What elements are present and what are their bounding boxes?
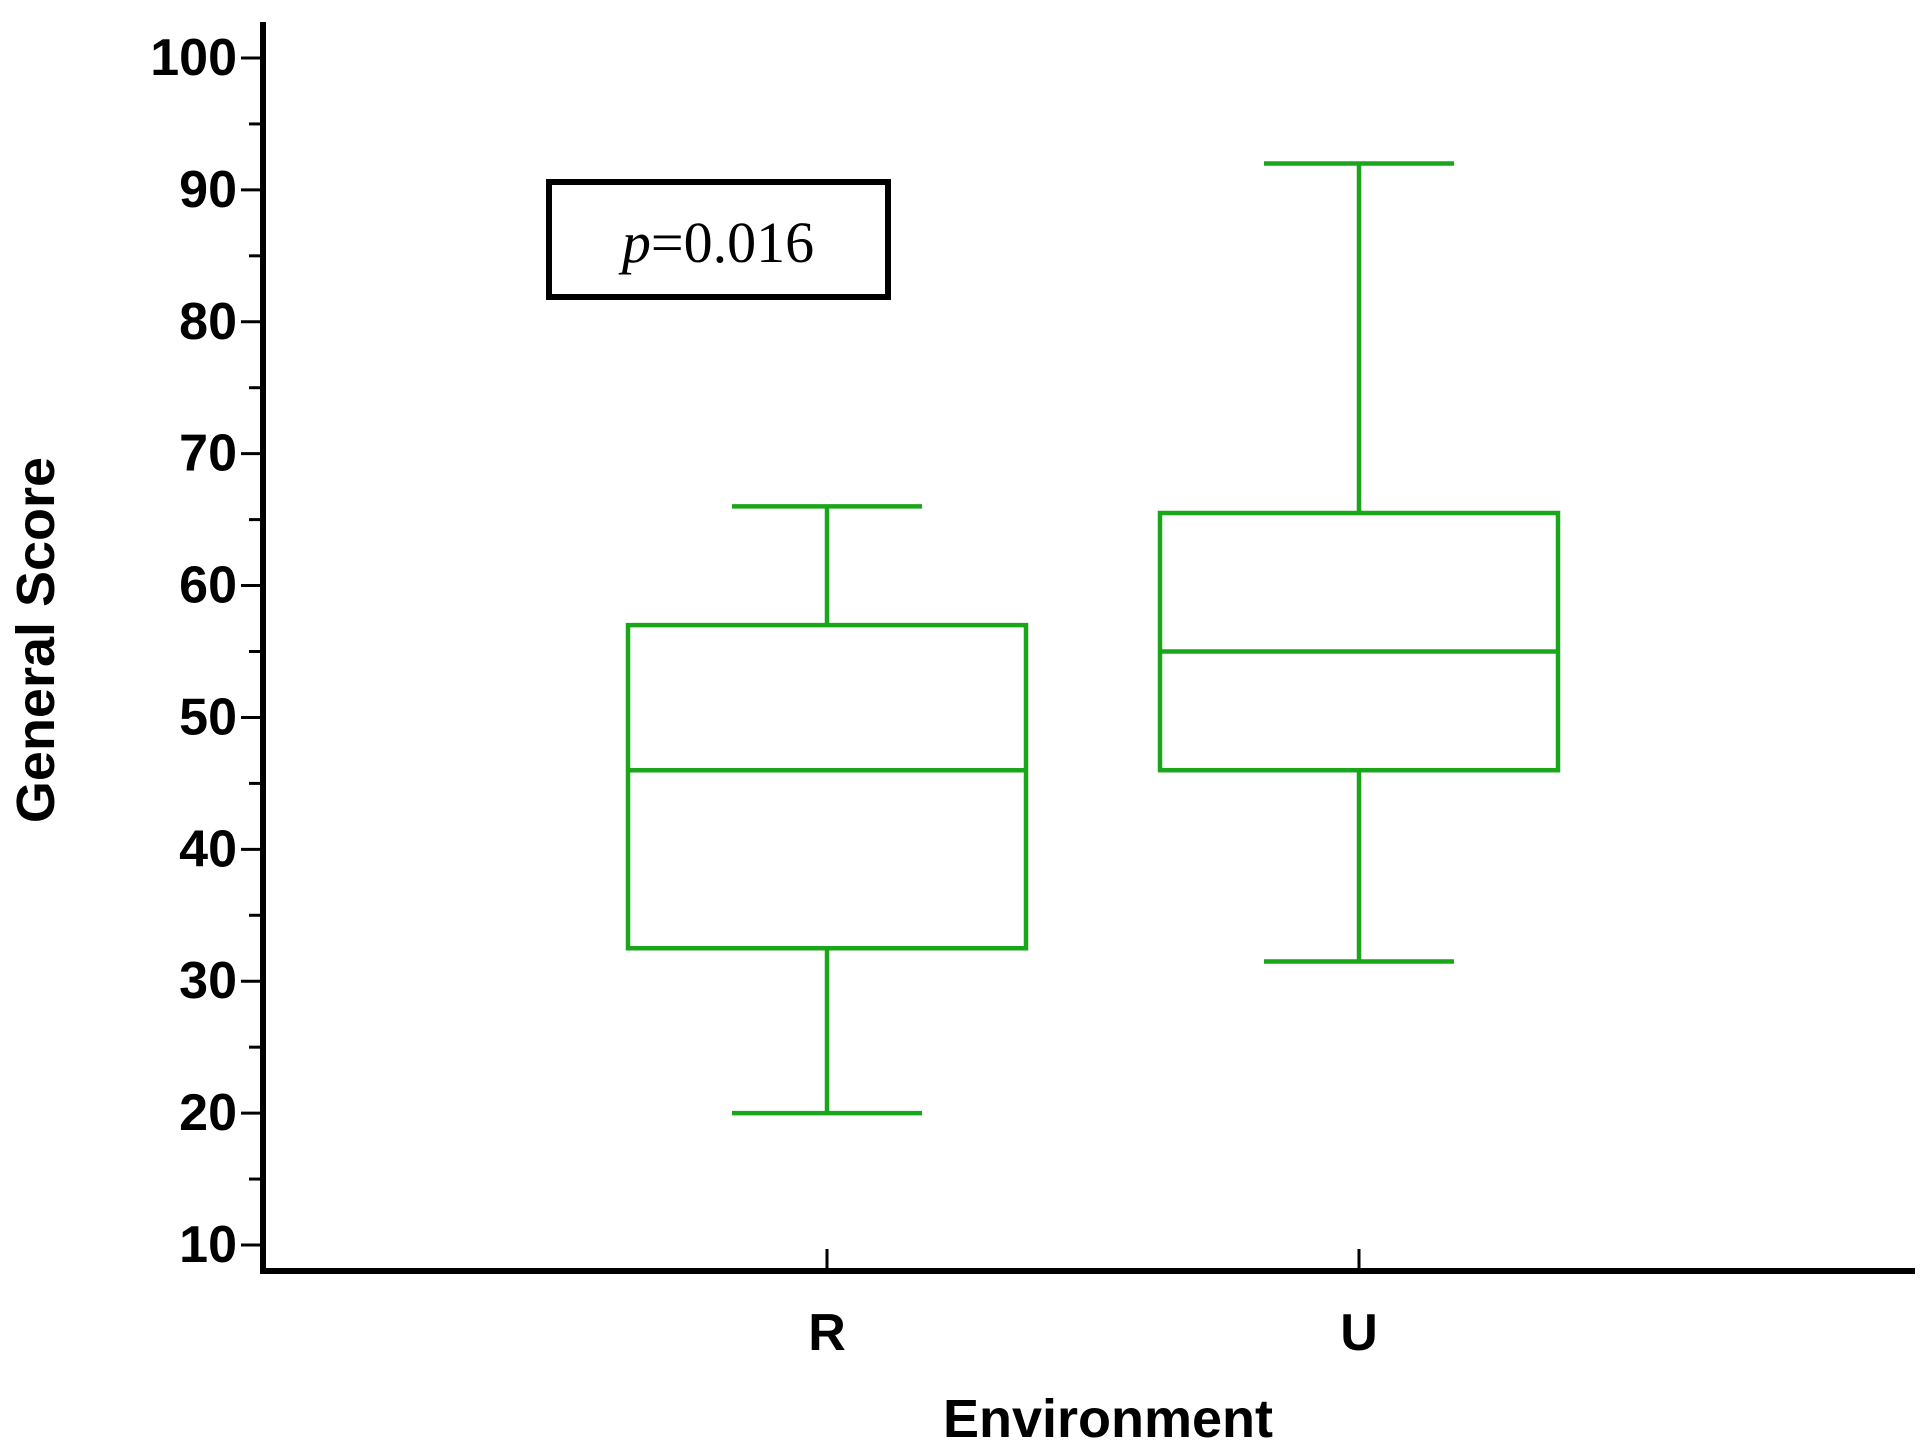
- y-tick-label: 40: [179, 820, 237, 878]
- p-symbol: p: [618, 210, 651, 275]
- y-tick-label: 20: [179, 1084, 237, 1142]
- iqr-box: [625, 622, 1029, 951]
- y-tick-label: 100: [150, 29, 237, 87]
- p-value-annotation: p=0.016: [546, 179, 891, 300]
- y-tick-label: 60: [179, 557, 237, 615]
- annotation-box: [546, 179, 891, 300]
- box-U: [1157, 161, 1561, 964]
- x-tick-label: U: [1340, 1304, 1378, 1362]
- x-tick-label: R: [808, 1304, 846, 1362]
- y-tick-label: 70: [179, 425, 237, 483]
- iqr-box: [1157, 510, 1561, 773]
- annotation-text: p=0.016: [618, 210, 814, 275]
- y-tick-label: 30: [179, 952, 237, 1010]
- y-tick-label: 10: [179, 1216, 237, 1274]
- y-axis-ticks: 10 20 30 40 50 60 70 80 90 100: [150, 29, 263, 1274]
- p-value: =0.016: [651, 210, 814, 275]
- y-tick-label: 50: [179, 688, 237, 746]
- y-axis-title: General Score: [6, 457, 66, 823]
- x-axis-title: Environment: [943, 1389, 1273, 1449]
- box-R: [625, 504, 1029, 1116]
- y-tick-label: 80: [179, 293, 237, 351]
- box-plot-series: [625, 161, 1561, 1116]
- y-tick-label: 90: [179, 161, 237, 219]
